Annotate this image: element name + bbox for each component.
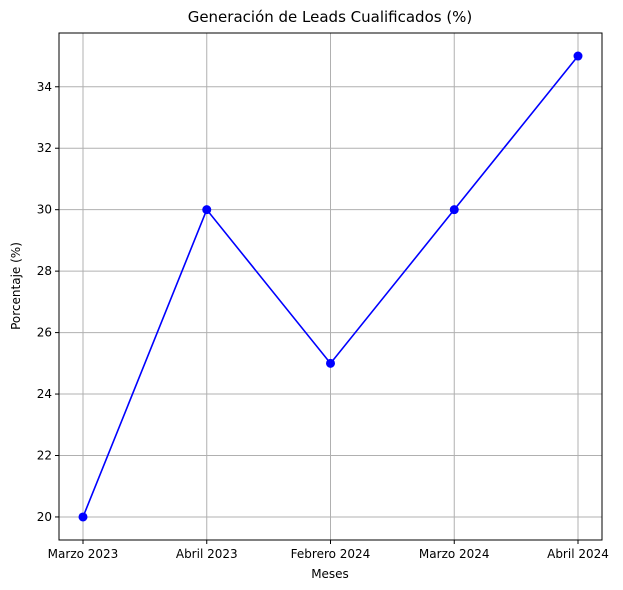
series-layer [78, 51, 583, 522]
x-tick-label: Febrero 2024 [291, 547, 371, 561]
y-tick-label: 34 [37, 80, 52, 94]
y-tick-label: 26 [37, 326, 52, 340]
y-tick-label: 32 [37, 141, 52, 155]
x-tick-label: Marzo 2023 [48, 547, 119, 561]
x-tick-label: Abril 2023 [176, 547, 238, 561]
y-axis-label: Porcentaje (%) [9, 242, 23, 330]
x-tick-label: Abril 2024 [547, 547, 609, 561]
x-tick-label: Marzo 2024 [419, 547, 490, 561]
y-tick-label: 20 [37, 510, 52, 524]
y-axis: 20 22 24 26 28 30 32 34 [37, 80, 59, 524]
data-point [326, 358, 335, 368]
grid-lines [59, 33, 602, 540]
data-point [449, 205, 459, 215]
y-tick-label: 22 [37, 449, 52, 463]
y-tick-label: 24 [37, 387, 52, 401]
y-tick-label: 30 [37, 203, 52, 217]
data-point [202, 205, 212, 215]
x-axis-label: Meses [311, 567, 349, 581]
data-point [573, 51, 583, 61]
data-point [78, 512, 88, 522]
x-axis: Marzo 2023 Abril 2023 Febrero 2024 Marzo 20… [48, 540, 609, 561]
y-tick-label: 28 [37, 264, 52, 278]
chart-title: Generación de Leads Cualificados (%) [188, 8, 473, 26]
